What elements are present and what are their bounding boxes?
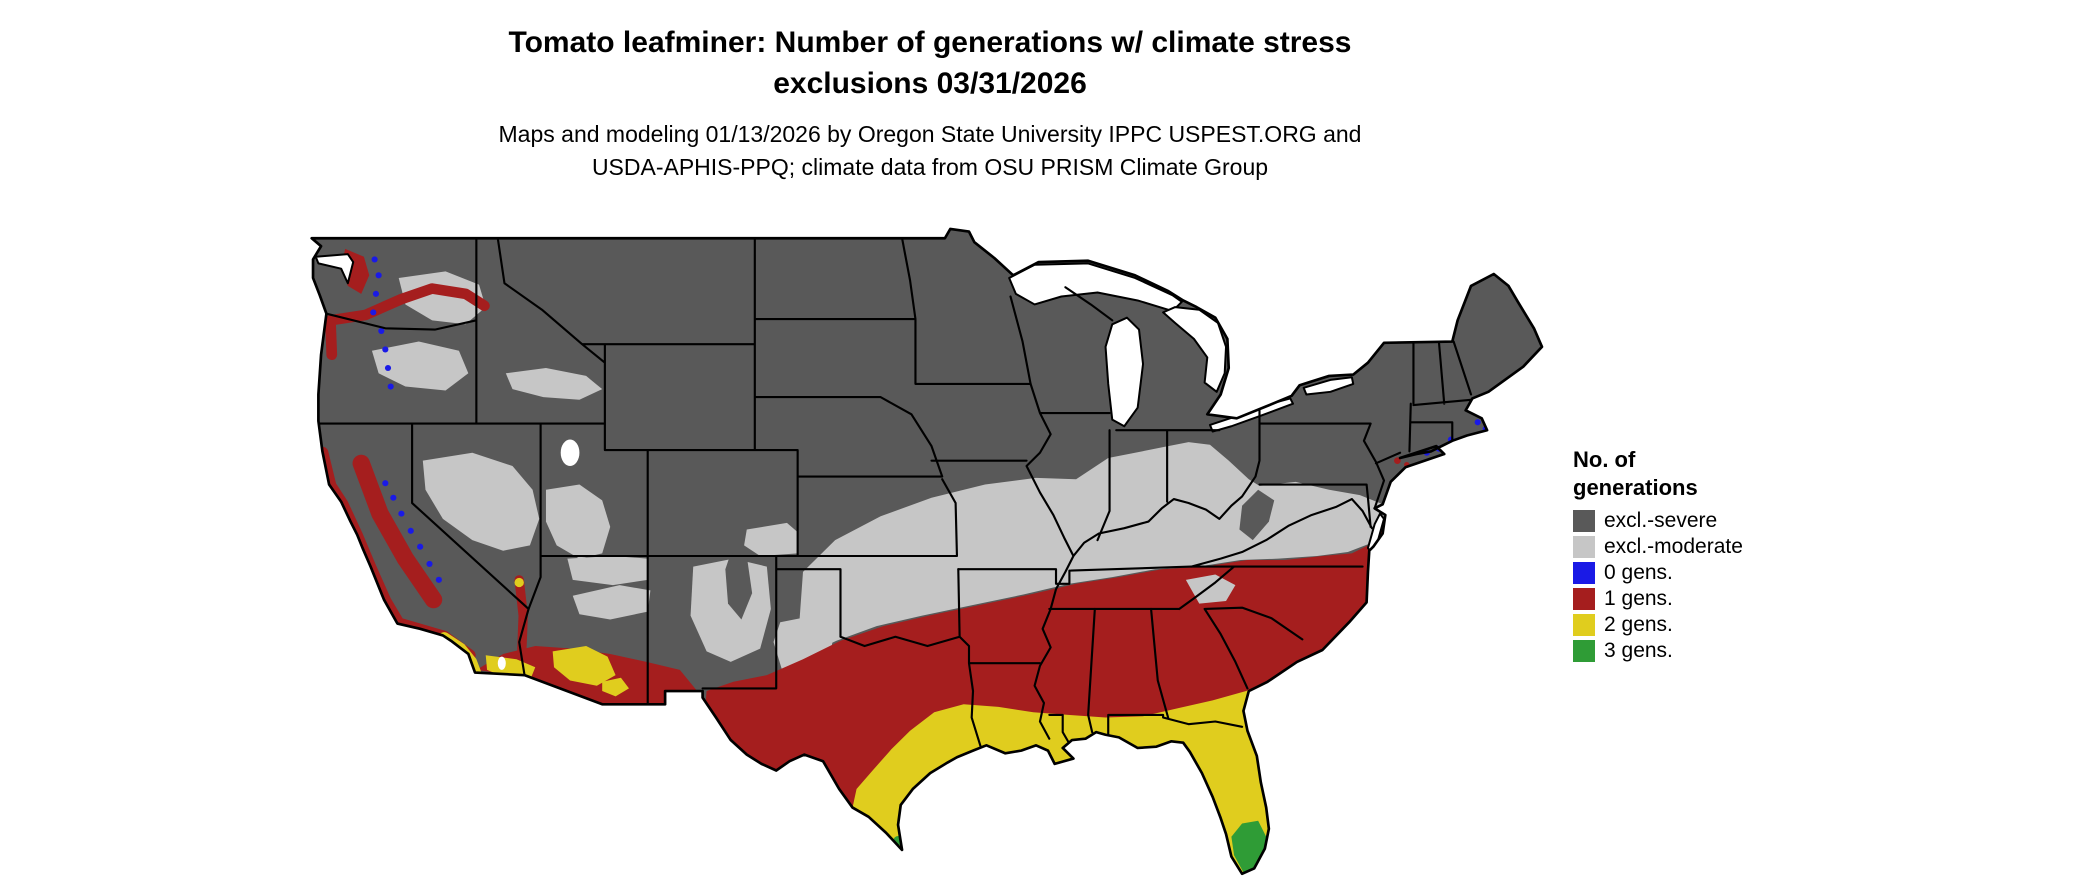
legend-swatch-2-gens bbox=[1573, 614, 1595, 636]
legend-label-1-gens: 1 gens. bbox=[1604, 587, 1673, 610]
state-borders-east bbox=[1048, 340, 1473, 743]
legend-title: No. of generations bbox=[1573, 447, 1698, 500]
legend-swatch-excl-moderate bbox=[1573, 536, 1595, 558]
salton-sea bbox=[497, 656, 506, 670]
us-outline bbox=[310, 227, 1544, 876]
legend-entry-excl-severe: excl.-severe bbox=[1573, 510, 1793, 532]
legend-label-2-gens: 2 gens. bbox=[1604, 613, 1673, 636]
map-subtitle: Maps and modeling 01/13/2026 by Oregon S… bbox=[0, 118, 1860, 184]
legend-entry-1-gens: 1 gens. bbox=[1573, 588, 1793, 610]
map-subtitle-line1: Maps and modeling 01/13/2026 by Oregon S… bbox=[498, 121, 1362, 147]
legend-entry-excl-moderate: excl.-moderate bbox=[1573, 536, 1793, 558]
region-excl-moderate bbox=[371, 271, 1387, 682]
lake-huron bbox=[1162, 306, 1228, 393]
legend-entry-0-gens: 0 gens. bbox=[1573, 562, 1793, 584]
figure-header: Tomato leafminer: Number of generations … bbox=[0, 22, 1860, 184]
legend-label-0-gens: 0 gens. bbox=[1604, 561, 1673, 584]
legend: No. of generations excl.-severe excl.-mo… bbox=[1573, 446, 1793, 666]
legend-label-excl-moderate: excl.-moderate bbox=[1604, 535, 1743, 558]
legend-swatch-3-gens bbox=[1573, 640, 1595, 662]
state-borders bbox=[318, 237, 1473, 750]
legend-swatch-excl-severe bbox=[1573, 510, 1595, 532]
lake-ontario bbox=[1302, 376, 1355, 396]
legend-entry-2-gens: 2 gens. bbox=[1573, 614, 1793, 636]
us-map-svg bbox=[310, 227, 1544, 876]
legend-label-3-gens: 3 gens. bbox=[1604, 639, 1673, 662]
great-salt-lake bbox=[560, 439, 580, 466]
state-borders-west bbox=[318, 237, 1042, 750]
region-3-gens bbox=[893, 820, 1267, 873]
legend-swatch-1-gens bbox=[1573, 588, 1595, 610]
map-title-line2: exclusions 03/31/2026 bbox=[773, 67, 1087, 100]
region-excl-severe-mountains bbox=[725, 489, 1275, 620]
lakes bbox=[314, 253, 1386, 670]
puget-sound bbox=[314, 253, 355, 285]
legend-swatch-0-gens bbox=[1573, 562, 1595, 584]
legend-label-excl-severe: excl.-severe bbox=[1604, 509, 1718, 532]
map-subtitle-line2: USDA-APHIS-PPQ; climate data from OSU PR… bbox=[591, 154, 1269, 180]
us-map bbox=[305, 225, 1550, 887]
legend-entry-3-gens: 3 gens. bbox=[1573, 640, 1793, 662]
state-borders-midwest bbox=[957, 286, 1261, 740]
map-title-line1: Tomato leafminer: Number of generations … bbox=[508, 26, 1352, 59]
lake-michigan bbox=[1104, 316, 1145, 428]
